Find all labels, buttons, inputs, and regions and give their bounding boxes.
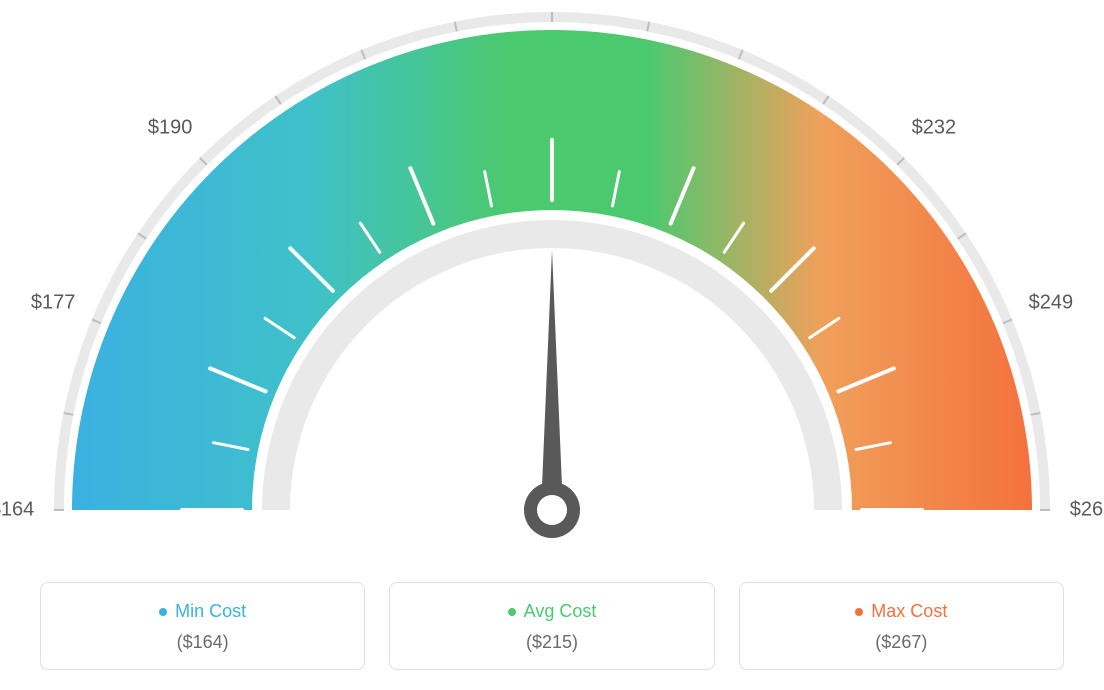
legend-value-min: ($164) bbox=[51, 632, 354, 653]
legend-dot-max bbox=[855, 608, 863, 616]
gauge-chart-container: $164$177$190$215$232$249$267 Min Cost ($… bbox=[0, 0, 1104, 690]
gauge-svg bbox=[0, 0, 1104, 555]
legend-title-min: Min Cost bbox=[159, 601, 246, 622]
legend-row: Min Cost ($164) Avg Cost ($215) Max Cost… bbox=[0, 582, 1104, 670]
gauge-tick-label: $267 bbox=[1070, 499, 1104, 522]
gauge-area: $164$177$190$215$232$249$267 bbox=[0, 0, 1104, 555]
legend-card-avg: Avg Cost ($215) bbox=[389, 582, 714, 670]
legend-dot-avg bbox=[508, 608, 516, 616]
gauge-tick-label: $164 bbox=[0, 499, 34, 522]
gauge-tick-label: $232 bbox=[912, 117, 957, 140]
legend-dot-min bbox=[159, 608, 167, 616]
legend-title-text-avg: Avg Cost bbox=[524, 601, 597, 622]
gauge-tick-label: $177 bbox=[31, 292, 76, 315]
legend-card-max: Max Cost ($267) bbox=[739, 582, 1064, 670]
legend-value-max: ($267) bbox=[750, 632, 1053, 653]
legend-title-avg: Avg Cost bbox=[508, 601, 597, 622]
gauge-tick-label: $249 bbox=[1029, 292, 1074, 315]
legend-title-max: Max Cost bbox=[855, 601, 947, 622]
gauge-tick-label: $190 bbox=[148, 117, 193, 140]
legend-value-avg: ($215) bbox=[400, 632, 703, 653]
legend-card-min: Min Cost ($164) bbox=[40, 582, 365, 670]
legend-title-text-max: Max Cost bbox=[871, 601, 947, 622]
legend-title-text-min: Min Cost bbox=[175, 601, 246, 622]
